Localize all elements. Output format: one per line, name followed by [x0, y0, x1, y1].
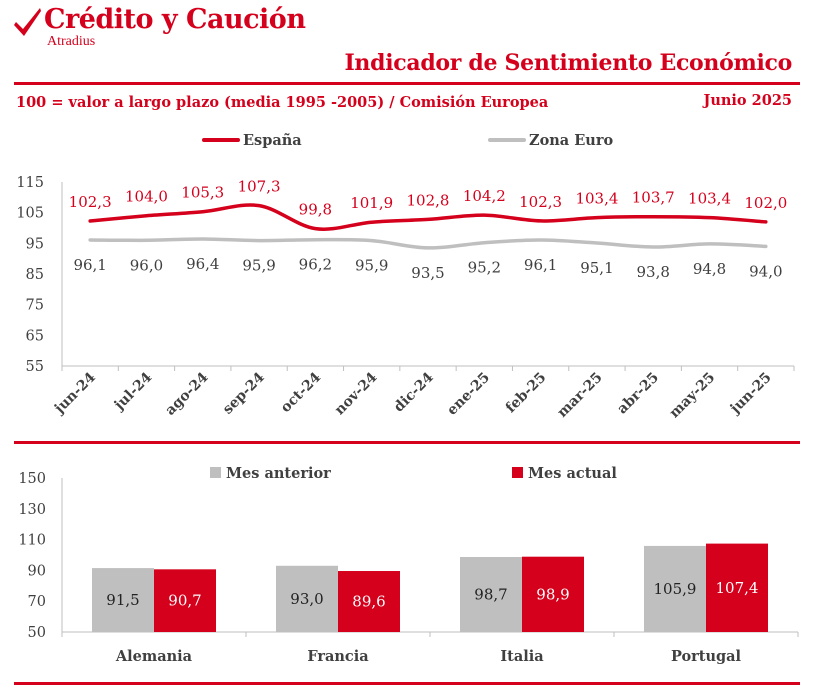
y-tick-label: 75 — [26, 298, 44, 314]
bar-value-label: 89,6 — [352, 593, 385, 611]
legend-swatch-0 — [210, 467, 221, 478]
y-tick-label: 105 — [16, 206, 44, 222]
data-label: 104,2 — [463, 187, 506, 205]
bar — [92, 568, 154, 632]
x-tick-label: ago-24 — [162, 369, 211, 418]
data-label: 94,8 — [693, 260, 726, 278]
data-label: 96,4 — [186, 255, 219, 273]
bar — [644, 545, 706, 632]
y-tick-label: 85 — [26, 267, 44, 283]
chart-subtitle: 100 = valor a largo plazo (media 1995 -2… — [16, 94, 549, 111]
legend-label-1: Zona Euro — [529, 132, 613, 149]
y-tick-label: 70 — [28, 594, 46, 610]
data-label: 103,7 — [632, 189, 675, 207]
data-label: 102,3 — [519, 193, 562, 211]
x-tick-label: oct-24 — [278, 369, 325, 416]
y-tick-label: 130 — [18, 502, 46, 518]
x-tick-label: ene-25 — [444, 370, 493, 419]
bar — [522, 556, 584, 632]
legend-label-0: Mes anterior — [226, 465, 331, 482]
x-tick-label: jun-24 — [50, 369, 99, 418]
y-tick-label: 150 — [18, 471, 46, 487]
bottom-divider — [14, 682, 800, 685]
data-label: 95,2 — [468, 259, 501, 277]
report-date: Junio 2025 — [703, 92, 792, 109]
x-tick-label: feb-25 — [503, 370, 550, 417]
data-label: 102,8 — [407, 191, 450, 209]
data-label: 102,0 — [744, 194, 787, 212]
data-label: 96,2 — [299, 256, 332, 274]
x-tick-label: dic-24 — [391, 369, 437, 415]
bar-value-label: 98,7 — [474, 586, 507, 604]
y-tick-label: 50 — [28, 625, 46, 641]
data-label: 93,5 — [411, 264, 444, 282]
bar-value-label: 107,4 — [716, 579, 759, 597]
bar — [338, 571, 400, 632]
data-label: 93,8 — [637, 263, 670, 281]
y-tick-label: 90 — [28, 563, 46, 579]
brand-subname: Atradius — [47, 34, 96, 49]
x-category-label: Alemania — [115, 648, 193, 665]
section-divider — [14, 441, 800, 444]
y-tick-label: 55 — [26, 359, 44, 375]
data-label: 105,3 — [181, 184, 224, 202]
y-tick-label: 65 — [26, 328, 44, 344]
bar — [154, 569, 216, 632]
data-label: 103,4 — [575, 190, 618, 208]
bar-value-label: 91,5 — [106, 591, 139, 609]
x-tick-label: jun-25 — [726, 370, 775, 419]
x-tick-label: abr-25 — [614, 370, 662, 418]
page-title: Indicador de Sentimiento Económico — [344, 50, 792, 76]
x-tick-label: nov-24 — [332, 369, 381, 418]
title-divider — [14, 82, 800, 85]
y-tick-label: 95 — [26, 236, 44, 252]
legend-label-1: Mes actual — [528, 465, 617, 482]
bar-chart: Mes anterior Mes actual 50 70 90 110 130 150 Al… — [18, 465, 799, 665]
x-tick-label: sep-24 — [220, 369, 268, 417]
x-category-label: Italia — [500, 648, 544, 665]
bar-value-label: 93,0 — [290, 590, 323, 608]
y-tick-label: 115 — [16, 175, 44, 191]
legend-swatch-1 — [512, 467, 523, 478]
data-label: 101,9 — [350, 194, 393, 212]
data-label: 102,3 — [69, 193, 112, 211]
bar-value-label: 98,9 — [536, 585, 569, 603]
data-label: 95,1 — [580, 259, 613, 277]
bar-value-label: 90,7 — [168, 592, 201, 610]
data-label: 96,0 — [130, 256, 163, 274]
data-label: 95,9 — [242, 257, 275, 275]
x-tick-label: jul-24 — [110, 369, 155, 414]
y-tick-label: 110 — [18, 533, 46, 549]
bar-value-label: 105,9 — [654, 580, 697, 598]
data-label: 95,9 — [355, 257, 388, 275]
legend-label-0: España — [243, 132, 302, 149]
bar — [706, 543, 768, 632]
data-label: 96,1 — [524, 256, 557, 274]
data-label: 104,0 — [125, 188, 168, 206]
bar — [276, 565, 338, 632]
data-label: 94,0 — [749, 262, 782, 280]
data-label: 103,4 — [688, 190, 731, 208]
data-label: 96,1 — [73, 256, 106, 274]
bar — [460, 557, 522, 632]
data-label: 99,8 — [299, 201, 332, 219]
x-category-label: Francia — [307, 648, 369, 665]
check-logo-icon — [14, 8, 41, 36]
x-tick-label: mar-25 — [554, 370, 605, 421]
series-line-0 — [88, 203, 768, 231]
data-label: 107,3 — [238, 178, 281, 196]
brand-name: Crédito y Caución — [44, 4, 306, 35]
x-category-label: Portugal — [671, 648, 742, 665]
series-line-1 — [88, 237, 768, 250]
x-tick-label: may-25 — [667, 370, 719, 422]
